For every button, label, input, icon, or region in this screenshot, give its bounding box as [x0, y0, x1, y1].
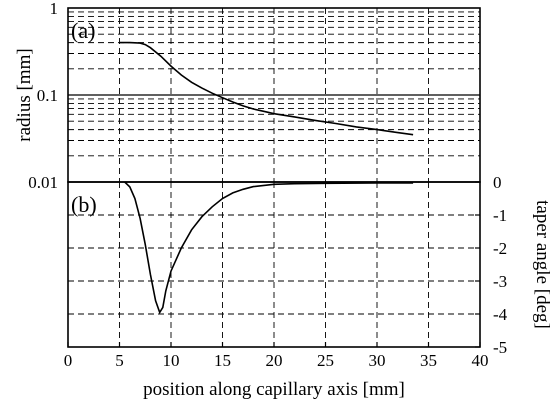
- y-tick-label-taper: -3: [493, 272, 507, 291]
- x-tick-label: 10: [163, 351, 180, 370]
- y-tick-label-radius: 0.01: [28, 173, 58, 192]
- panel-a-label: (a): [71, 18, 95, 43]
- x-axis-title: position along capillary axis [mm]: [143, 379, 405, 400]
- grid-panel-b: [68, 182, 480, 347]
- y-tick-label-taper: 0: [493, 173, 502, 192]
- y-axis-title-radius: radius [mm]: [14, 48, 35, 141]
- x-tick-label: 35: [420, 351, 437, 370]
- y-tick-label-radius: 1: [50, 0, 59, 18]
- y-tick-label-taper: -1: [493, 206, 507, 225]
- x-tick-label: 30: [369, 351, 386, 370]
- taper-angle-curve: [124, 181, 414, 315]
- y-tick-label-radius: 0.1: [37, 86, 58, 105]
- x-tick-label: 40: [472, 351, 489, 370]
- tick-labels: 0 5 10 15 20 25 30 35 40 1 0.1 0.01 0 -1 -2 -3 -4 -5: [28, 0, 507, 370]
- grid-panel-a: [68, 8, 480, 182]
- x-tick-label: 20: [266, 351, 283, 370]
- x-tick-label: 25: [317, 351, 334, 370]
- radius-curve: [119, 41, 414, 136]
- y-tick-label-taper: -4: [493, 305, 508, 324]
- x-tick-label: 15: [214, 351, 231, 370]
- panel-b-label: (b): [71, 192, 97, 217]
- y-tick-label-taper: -5: [493, 338, 507, 357]
- y-tick-label-taper: -2: [493, 239, 507, 258]
- x-tick-label: 0: [64, 351, 73, 370]
- y-axis-title-taper-angle: taper angle [deg]: [532, 200, 550, 329]
- x-tick-label: 5: [115, 351, 124, 370]
